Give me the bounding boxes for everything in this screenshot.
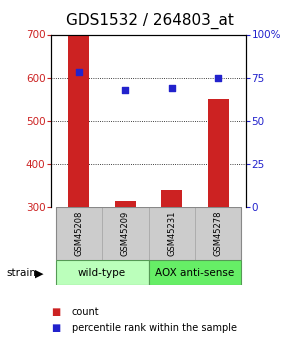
Text: ▶: ▶	[35, 268, 43, 278]
Point	[76, 70, 81, 75]
Bar	[56, 260, 148, 285]
Bar	[148, 207, 195, 260]
Bar	[195, 207, 242, 260]
Bar	[148, 260, 242, 285]
Text: wild-type: wild-type	[78, 268, 126, 277]
Text: percentile rank within the sample: percentile rank within the sample	[72, 324, 237, 333]
Bar	[115, 200, 136, 207]
Text: GSM45278: GSM45278	[214, 211, 223, 256]
Bar	[56, 207, 102, 260]
Bar	[68, 34, 89, 207]
Text: ■: ■	[51, 324, 60, 333]
Text: strain: strain	[6, 268, 36, 278]
Point	[169, 85, 174, 91]
Text: ■: ■	[51, 307, 60, 317]
Text: AOX anti-sense: AOX anti-sense	[155, 268, 235, 277]
Text: count: count	[72, 307, 100, 317]
Text: GSM45209: GSM45209	[121, 211, 130, 256]
Point	[216, 75, 220, 80]
Text: GSM45208: GSM45208	[74, 211, 83, 256]
Bar	[102, 207, 148, 260]
Bar	[208, 99, 229, 207]
Text: GDS1532 / 264803_at: GDS1532 / 264803_at	[66, 13, 234, 29]
Point	[123, 87, 128, 92]
Text: GSM45231: GSM45231	[167, 211, 176, 256]
Bar	[161, 190, 182, 207]
